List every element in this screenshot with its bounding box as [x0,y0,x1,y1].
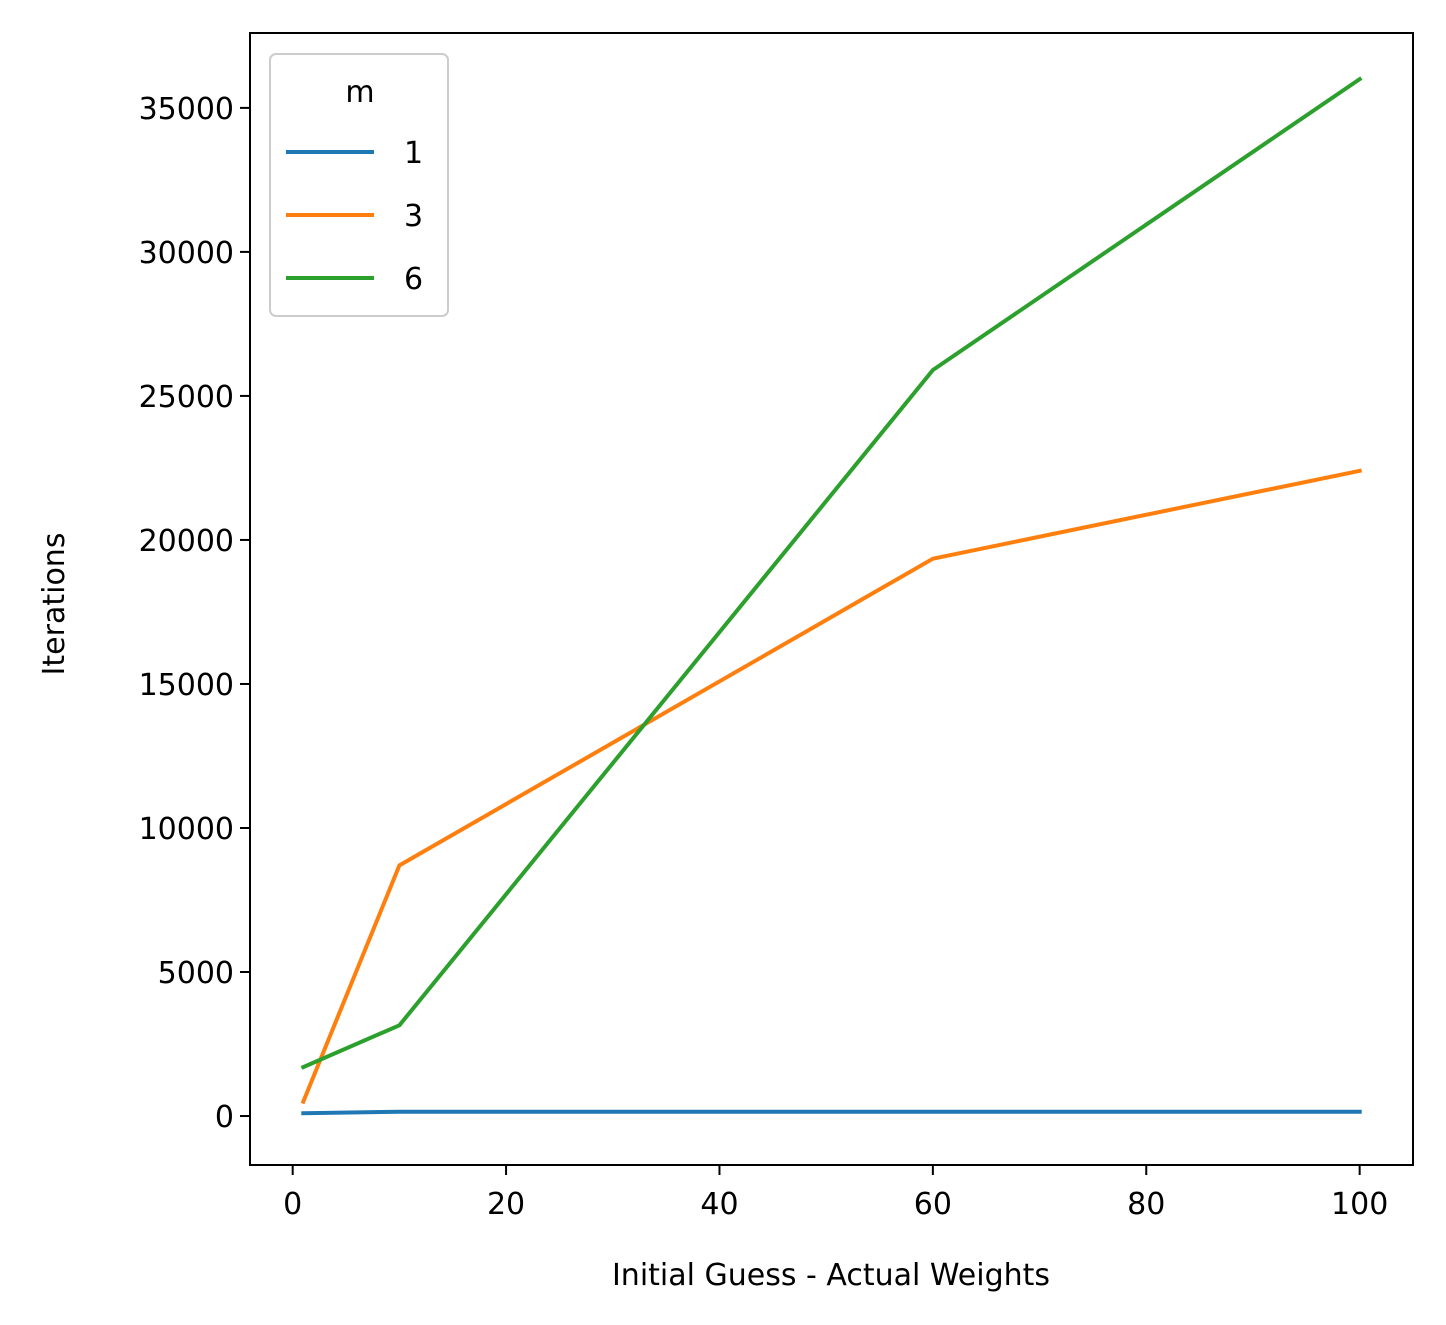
x-tick-label: 60 [914,1187,952,1222]
y-tick-label: 30000 [139,236,234,271]
x-tick-label: 100 [1331,1187,1388,1222]
y-tick-label: 0 [215,1100,234,1135]
series-line-6 [300,76,1363,1070]
x-tick-label: 40 [700,1187,738,1222]
x-tick-label: 80 [1127,1187,1165,1222]
y-tick-label: 15000 [139,668,234,703]
y-tick-label: 20000 [139,524,234,559]
legend-box [269,53,449,317]
y-tick-label: 25000 [139,380,234,415]
y-tick-label: 5000 [158,956,234,991]
legend-label-1: 1 [404,136,423,171]
legend: m 1 3 6 [269,53,449,317]
y-axis-ticks: 0 5000 10000 15000 20000 25000 30000 35000 [139,92,250,1135]
y-tick-label: 35000 [139,92,234,127]
series-line-3 [300,468,1363,1105]
plot-frame [249,32,1414,1166]
series-layer [300,76,1363,1116]
x-axis-label: Initial Guess - Actual Weights [612,1258,1050,1293]
x-tick-label: 20 [487,1187,525,1222]
legend-entries: 1 3 6 [286,136,423,297]
series-line-1 [301,1109,1362,1116]
legend-title: m [345,75,374,110]
legend-label-6: 6 [404,262,423,297]
legend-label-3: 3 [404,199,423,234]
x-axis-ticks: 0 20 40 60 80 100 [283,1165,1388,1222]
y-axis-label: Iterations [37,533,72,676]
x-tick-label: 0 [283,1187,302,1222]
y-tick-label: 10000 [139,812,234,847]
